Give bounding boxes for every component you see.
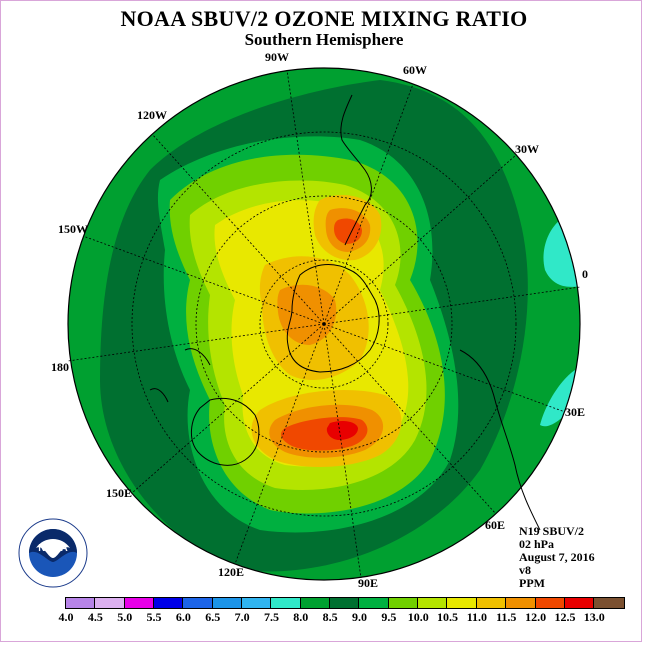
noaa-logo-text: NOAA [38, 543, 67, 554]
figure-subtitle: Southern Hemisphere [244, 30, 404, 49]
colorbar-swatch [66, 598, 96, 608]
colorbar-swatch [594, 598, 624, 608]
colorbar-tick-label: 6.0 [175, 610, 191, 624]
info-satellite: N19 SBUV/2 [519, 524, 585, 538]
colorbar-tick-label: 5.5 [146, 610, 162, 624]
south-america-coast [340, 94, 372, 246]
info-date: August 7, 2016 [519, 550, 595, 564]
lon-label-90e: 90E [358, 576, 379, 590]
colorbar-swatch [183, 598, 213, 608]
colorbar-swatch [124, 598, 155, 608]
lon-label-120e: 120E [218, 565, 245, 579]
lon-label-150w: 150W [58, 222, 88, 236]
lon-label-60e: 60E [485, 518, 506, 532]
colorbar-swatch [271, 598, 301, 608]
colorbar-ticks: 4.0 4.5 5.0 5.5 6.0 6.5 7.0 7.5 8.0 8.5 9.0 9.5 10.0… [0, 610, 648, 626]
colorbar-swatch [330, 598, 360, 608]
colorbar-tick-label: 11.0 [466, 610, 488, 624]
colorbar-tick-label: 9.5 [381, 610, 397, 624]
colorbar-tick-label: 8.0 [293, 610, 309, 624]
graticule [67, 69, 581, 579]
info-version: v8 [519, 563, 531, 577]
lon-label-180: 180 [51, 360, 69, 374]
colorbar-swatch [388, 598, 419, 608]
info-units: PPM [519, 576, 545, 590]
colorbar-swatch [359, 598, 389, 608]
info-block: N19 SBUV/2 02 hPa August 7, 2016 v8 PPM [519, 525, 595, 590]
lon-label-90w: 90W [265, 50, 289, 64]
colorbar-tick-label: 4.5 [87, 610, 103, 624]
colorbar-tick-label: 13.0 [583, 610, 605, 624]
colorbar-tick-label: 5.0 [117, 610, 133, 624]
colorbar-tick-label: 10.0 [407, 610, 429, 624]
colorbar-swatch [154, 598, 184, 608]
colorbar-tick-label: 9.0 [352, 610, 367, 624]
noaa-logo: NOAA [18, 518, 88, 588]
colorbar-tick-label: 11.5 [496, 610, 517, 624]
coastlines [149, 94, 541, 531]
colorbar-tick-label: 7.5 [263, 610, 279, 624]
info-level: 02 hPa [519, 537, 555, 551]
colorbar-tick-label: 10.5 [437, 610, 459, 624]
colorbar-swatch [242, 598, 272, 608]
colorbar-tick-label: 8.5 [322, 610, 338, 624]
lon-label-30e: 30E [565, 405, 586, 419]
antarctica-coast [286, 264, 380, 373]
colorbar-tick-label: 4.0 [58, 610, 74, 624]
lon-label-30w: 30W [515, 142, 539, 156]
ozone-contour-field [68, 68, 580, 580]
colorbar-swatch [535, 598, 565, 608]
map-boundary [67, 67, 581, 581]
colorbar-tick-label: 6.5 [205, 610, 221, 624]
colorbar-tick-label: 7.0 [234, 610, 250, 624]
africa-coast [459, 349, 541, 531]
new-zealand-coast [149, 348, 211, 403]
colorbar-swatch [476, 598, 507, 608]
colorbar-swatch [418, 598, 448, 608]
colorbar-swatch [447, 598, 477, 608]
colorbar-tick-label: 12.0 [525, 610, 547, 624]
lon-label-0: 0 [582, 267, 588, 281]
figure-title: NOAA SBUV/2 OZONE MIXING RATIO [120, 6, 528, 31]
colorbar-swatch [300, 598, 331, 608]
colorbar [65, 597, 625, 609]
colorbar-swatch [95, 598, 125, 608]
colorbar-swatch [212, 598, 243, 608]
australia-coast [191, 397, 260, 466]
colorbar-tick-label: 12.5 [554, 610, 576, 624]
colorbar-swatch [506, 598, 536, 608]
lon-label-120w: 120W [137, 108, 167, 122]
lon-label-60w: 60W [403, 63, 427, 77]
colorbar-swatch [564, 598, 595, 608]
lon-label-150e: 150E [106, 486, 133, 500]
